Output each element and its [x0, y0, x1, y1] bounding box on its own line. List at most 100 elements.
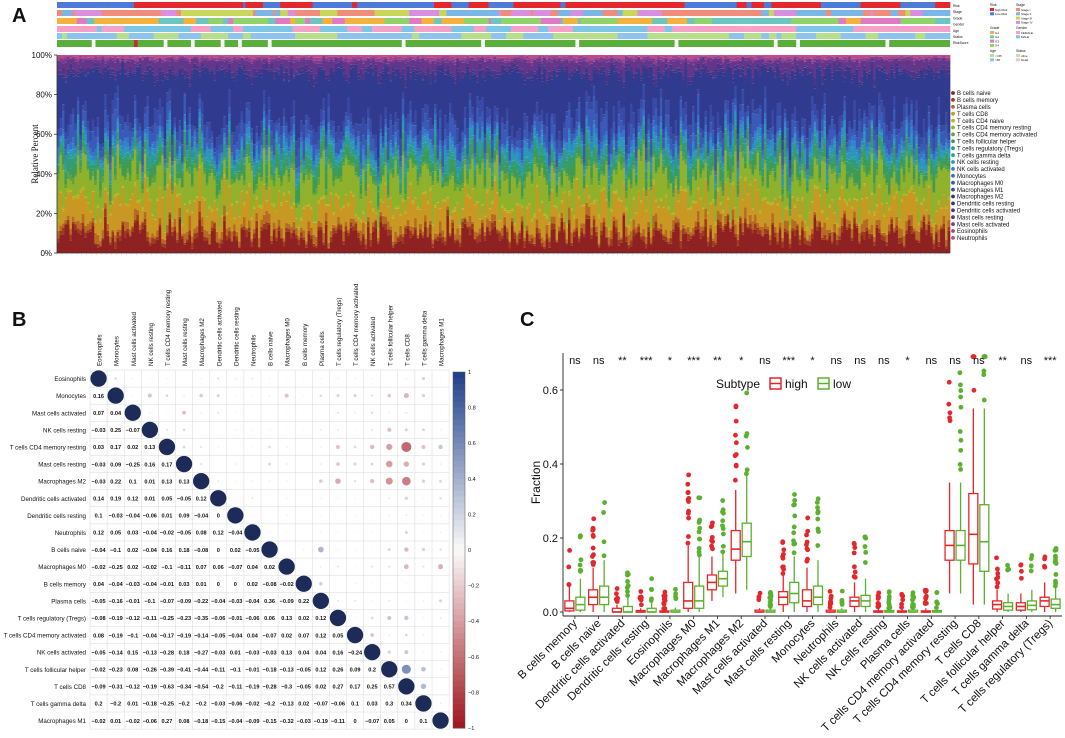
stacked-bar-segment	[342, 205, 346, 208]
annotation-cell	[639, 26, 643, 32]
stacked-bar-segment	[126, 60, 130, 73]
annotation-cell	[786, 18, 790, 24]
stacked-bar-segment	[104, 140, 107, 151]
stacked-bar-segment	[257, 162, 261, 168]
stacked-bar-segment	[277, 137, 281, 145]
annotation-cell	[682, 18, 685, 24]
annotation-cell	[689, 10, 693, 16]
stacked-bar-segment	[240, 66, 244, 68]
stacked-bar-segment	[133, 149, 137, 183]
stacked-bar-segment	[208, 243, 212, 245]
stacked-bar-segment	[131, 128, 135, 133]
stacked-bar-segment	[119, 235, 122, 241]
annotation-cell	[932, 33, 936, 39]
stacked-bar-segment	[285, 153, 289, 155]
annotation-cell	[141, 26, 145, 32]
stacked-bar-segment	[173, 59, 177, 62]
annotation-cell	[245, 26, 249, 32]
stacked-bar-segment	[205, 143, 209, 148]
annotation-cell	[734, 33, 737, 39]
annotation-cell	[858, 26, 861, 32]
stacked-bar-segment	[148, 56, 152, 60]
stacked-bar-segment	[185, 211, 189, 233]
stacked-bar-segment	[190, 211, 194, 213]
stacked-bar-segment	[295, 218, 298, 228]
stacked-bar-segment	[314, 188, 318, 195]
annotation-cell	[751, 2, 755, 8]
stacked-bar-segment	[287, 157, 291, 167]
stacked-bar-segment	[334, 57, 338, 64]
stacked-bar-segment	[272, 230, 276, 253]
stacked-bar-segment	[138, 67, 142, 124]
stacked-bar-segment	[156, 156, 160, 166]
annotation-cell	[458, 10, 462, 16]
stacked-bar-segment	[305, 206, 308, 242]
annotation-cell	[724, 26, 728, 32]
stacked-bar-segment	[220, 69, 224, 70]
stacked-bar-segment	[238, 162, 241, 165]
stacked-bar-segment	[329, 55, 333, 57]
stacked-bar-segment	[357, 124, 360, 132]
stacked-bar-segment	[143, 177, 147, 212]
stacked-bar-segment	[248, 77, 251, 103]
stacked-bar-segment	[89, 179, 93, 182]
annotation-cell	[213, 26, 217, 32]
stacked-bar-segment	[190, 55, 194, 57]
stacked-bar-segment	[114, 156, 117, 168]
stacked-bar-segment	[257, 237, 261, 247]
annotation-cell	[821, 33, 824, 39]
annotation-cell	[451, 18, 455, 24]
stacked-bar-segment	[359, 219, 363, 223]
stacked-bar-segment	[252, 76, 256, 78]
stacked-bar-segment	[389, 173, 393, 198]
annotation-cell	[347, 18, 351, 24]
annotation-cell	[830, 33, 834, 39]
stacked-bar-segment	[171, 66, 174, 72]
annotation-cell	[466, 10, 470, 16]
stacked-bar-segment	[322, 111, 326, 120]
annotation-cell	[448, 2, 452, 8]
annotation-cell	[327, 33, 331, 39]
stacked-bar-segment	[374, 219, 378, 221]
stacked-bar-segment	[290, 130, 294, 137]
annotation-cell	[850, 2, 854, 8]
annotation-cell	[357, 33, 360, 39]
annotation-cell	[456, 2, 460, 8]
stacked-bar-segment	[391, 154, 395, 158]
stacked-bar-segment	[71, 184, 75, 197]
stacked-bar-segment	[111, 68, 115, 73]
stacked-bar-segment	[300, 132, 303, 138]
annotation-cell	[590, 2, 594, 8]
annotation-cell	[543, 10, 546, 16]
annotation-cell	[587, 26, 591, 32]
annotation-cell	[692, 33, 695, 39]
annotation-cell	[143, 2, 147, 8]
stacked-bar-segment	[81, 105, 85, 111]
annotation-cell	[300, 33, 303, 39]
stacked-bar-segment	[188, 141, 192, 150]
annotation-cell	[424, 2, 427, 8]
stacked-bar-segment	[205, 231, 209, 238]
stacked-bar-segment	[86, 72, 90, 74]
stacked-bar-segment	[386, 73, 390, 129]
stacked-bar-segment	[357, 72, 360, 77]
annotation-cell	[816, 18, 819, 24]
stacked-bar-segment	[185, 130, 189, 146]
annotation-cell	[798, 26, 802, 32]
stacked-bar-segment	[176, 232, 179, 240]
stacked-bar-segment	[146, 177, 150, 189]
annotation-cell	[369, 26, 373, 32]
stacked-bar-segment	[257, 73, 261, 137]
annotation-cell	[716, 26, 720, 32]
annotation-cell	[649, 33, 653, 39]
stacked-bar-segment	[161, 238, 165, 244]
annotation-cell	[362, 26, 365, 32]
annotation-cell	[248, 10, 251, 16]
stacked-bar-segment	[243, 180, 246, 186]
stacked-bar-segment	[381, 176, 385, 202]
stacked-bar-segment	[183, 56, 187, 58]
stacked-bar-segment	[176, 194, 179, 197]
annotation-cell	[925, 33, 928, 39]
stacked-bar-segment	[193, 201, 197, 229]
annotation-cell	[786, 10, 790, 16]
